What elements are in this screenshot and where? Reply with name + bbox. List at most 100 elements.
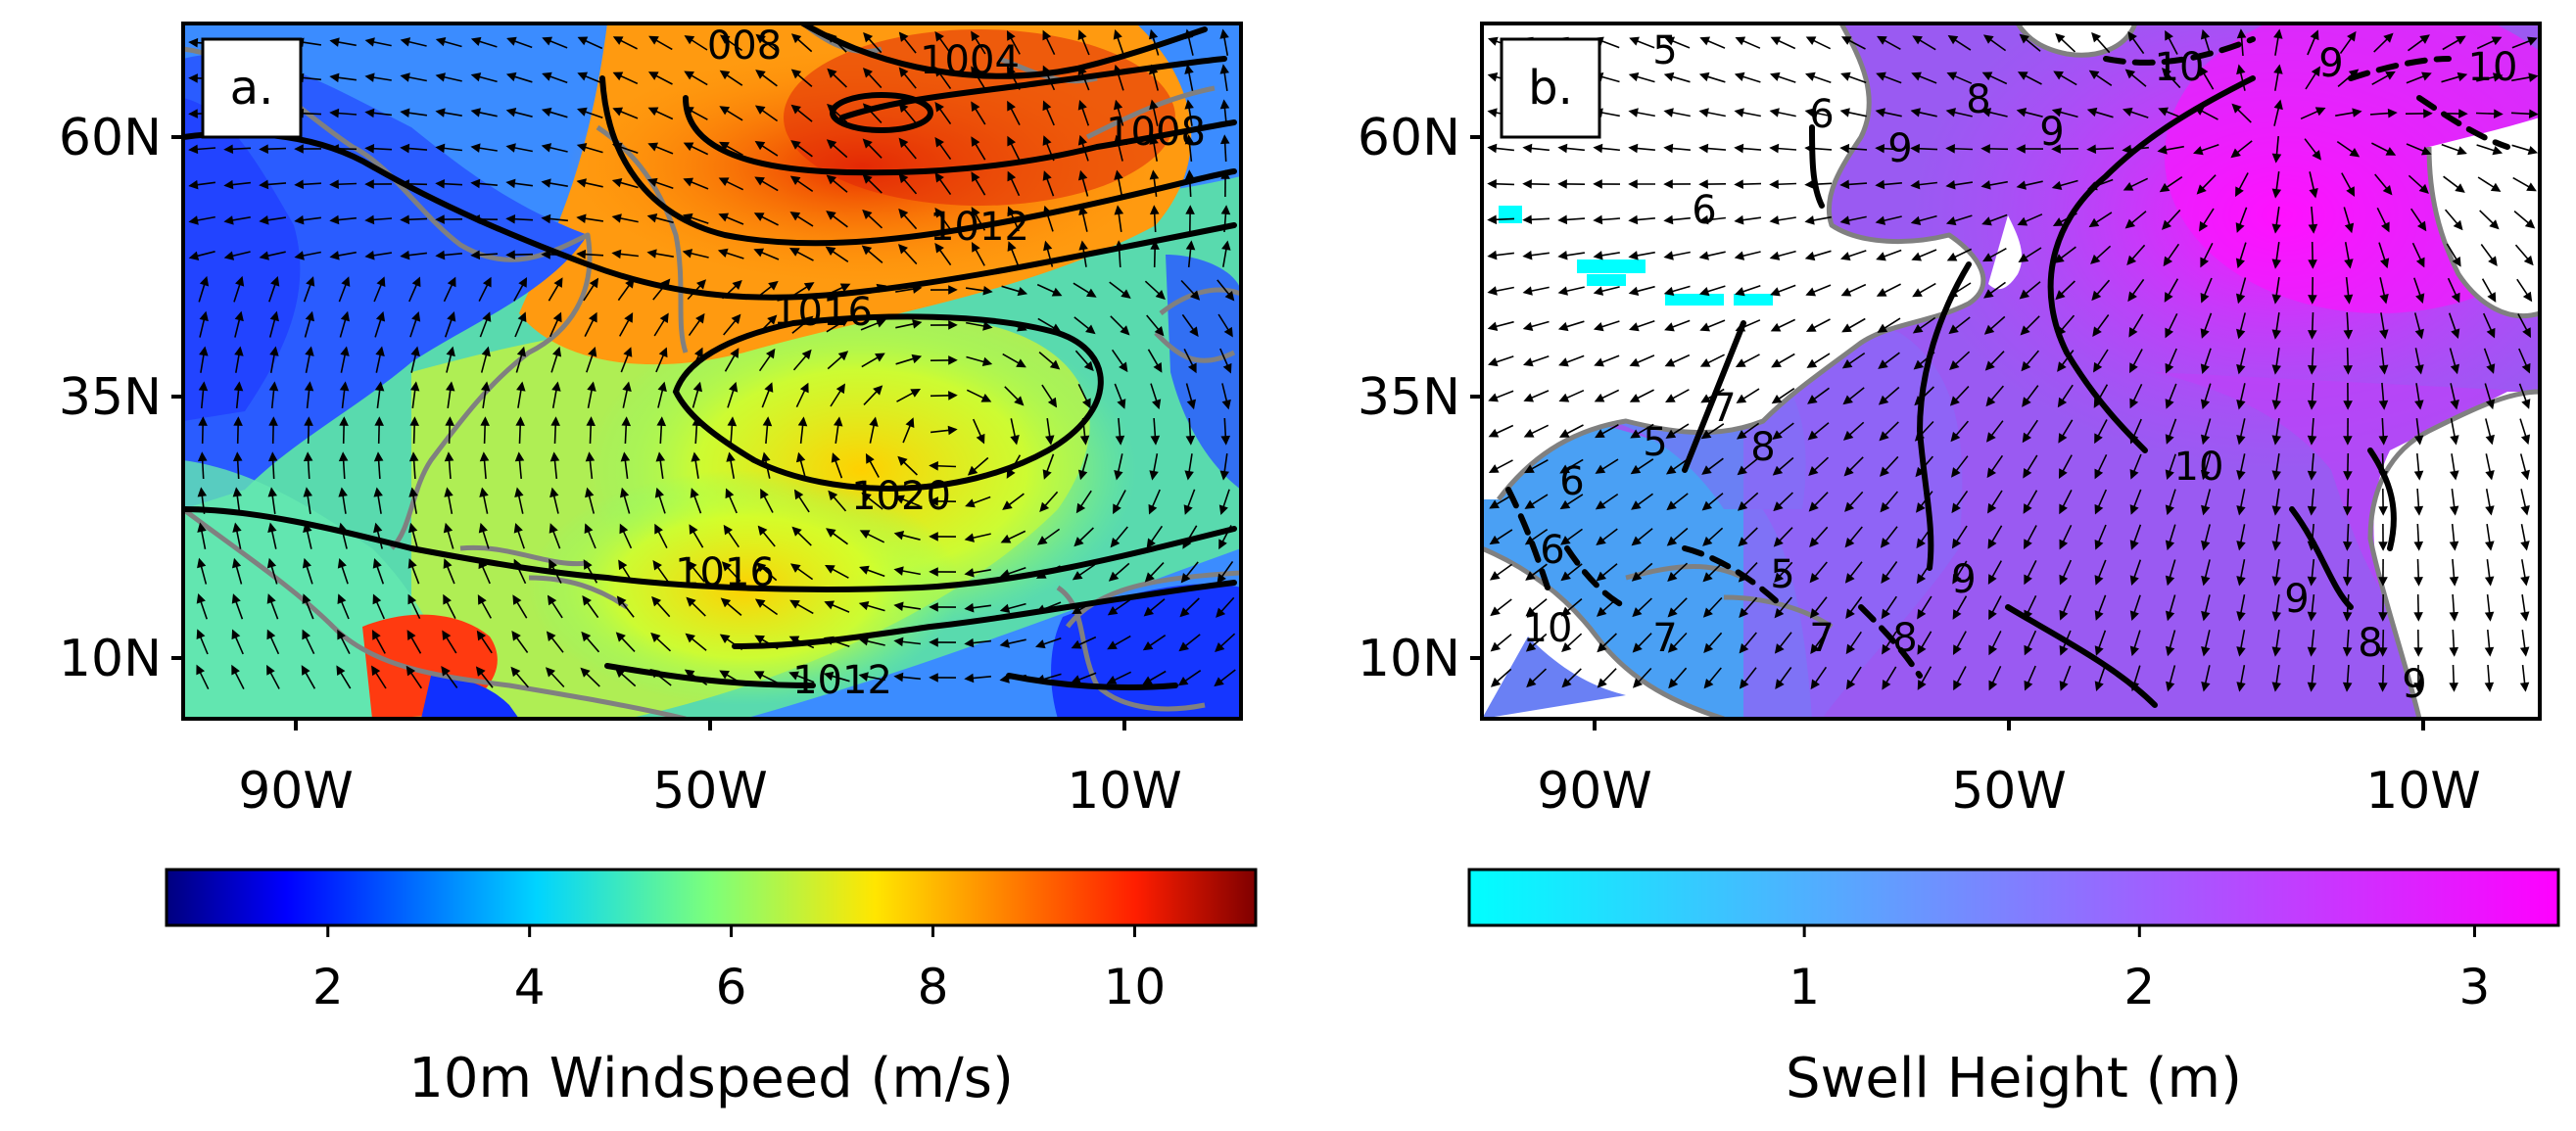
- wind-arrow-head: [1699, 322, 1711, 332]
- wind-arrow-head: [1149, 99, 1159, 110]
- wind-arrow-head: [1948, 324, 1959, 335]
- wind-arrow-head: [2457, 146, 2467, 156]
- wind-arrow-head: [1774, 572, 1785, 584]
- wind-arrow-head: [2271, 153, 2282, 164]
- wind-arrow-head: [2094, 433, 2103, 445]
- wind-arrow-head: [407, 558, 417, 569]
- wind-arrow-head: [1841, 358, 1853, 369]
- wind-arrow-head: [1150, 435, 1161, 446]
- wind-arrow-head: [684, 71, 694, 80]
- wind-arrow-head: [515, 416, 525, 426]
- wind-arrow-head: [732, 279, 742, 290]
- wind-arrow-head: [2415, 293, 2425, 304]
- wind-arrow-head: [2059, 644, 2069, 656]
- wind-arrow-head: [1488, 464, 1500, 473]
- wind-arrow-head: [2271, 329, 2281, 340]
- wind-arrow-head: [859, 565, 870, 575]
- wind-arrow-head: [408, 451, 419, 462]
- swell-contour-labels: 10 9 10 9 8 9 5 6 6 7 8 6 6 5 10 9 9 8 9…: [1523, 28, 2518, 707]
- wind-arrow-head: [795, 451, 806, 463]
- wind-arrow-head: [934, 171, 944, 183]
- wind-arrow-head: [2343, 294, 2354, 305]
- wind-arrow-head: [188, 179, 199, 190]
- wind-arrow-head: [447, 311, 456, 322]
- wind-arrow-head: [2484, 646, 2495, 657]
- wind-arrow-head: [2520, 469, 2530, 481]
- wind-arrow-head: [2201, 575, 2211, 587]
- wind-arrow-head: [269, 310, 279, 322]
- wind-arrow-head: [1807, 395, 1818, 404]
- wind-arrow-head: [1845, 608, 1855, 619]
- wind-arrow-head: [656, 416, 667, 427]
- wind-arrow-head: [2200, 28, 2211, 40]
- wind-arrow-head: [235, 275, 245, 287]
- wind-arrow-head: [2492, 146, 2504, 156]
- colorbar-tick-label: 8: [918, 959, 949, 1015]
- colorbar-tick-label: 2: [312, 959, 344, 1015]
- wind-arrow-head: [371, 630, 381, 640]
- y-axis-labels-a: 60N 35N 10N: [59, 109, 162, 688]
- wind-arrow-head: [1006, 30, 1016, 41]
- wind-arrow-head: [971, 171, 980, 182]
- wind-arrow-head: [1007, 206, 1017, 217]
- wind-arrow-head: [2236, 328, 2246, 340]
- wind-arrow-head: [1698, 251, 1709, 260]
- wind-arrow-head: [435, 178, 446, 189]
- wind-arrow-head: [1595, 500, 1606, 510]
- wind-arrow-head: [1489, 571, 1501, 581]
- wind-arrow-head: [2449, 611, 2459, 622]
- wind-arrow-head: [1154, 325, 1165, 337]
- wind-arrow-head: [1557, 214, 1568, 225]
- wind-arrow-head: [1875, 143, 1885, 154]
- wind-arrow-head: [2311, 66, 2320, 77]
- x-tick-label: 10W: [2365, 762, 2481, 821]
- wind-arrow-head: [1114, 470, 1123, 481]
- colorbar-gradient: [1467, 868, 2560, 927]
- wind-arrow-head: [2129, 468, 2139, 480]
- wind-arrow-head: [731, 313, 741, 325]
- wind-arrow-head: [2308, 223, 2318, 234]
- wind-arrow-head: [1698, 143, 1709, 154]
- wind-arrow-head: [761, 451, 771, 462]
- wind-arrow-head: [2093, 361, 2103, 373]
- wind-arrow-head: [552, 346, 562, 357]
- wind-arrow-head: [2054, 254, 2065, 263]
- wind-arrow-head: [2343, 506, 2353, 516]
- wind-arrow-head: [1910, 179, 1921, 190]
- wind-arrow-head: [616, 595, 627, 606]
- wind-arrow-head: [2385, 147, 2397, 156]
- wind-arrow-head: [862, 68, 873, 78]
- wind-arrow-head: [2271, 435, 2281, 446]
- wind-arrow-head: [1073, 537, 1084, 547]
- wind-arrow-head: [1980, 144, 1990, 154]
- wind-arrow-head: [2342, 611, 2353, 622]
- wind-arrow-head: [727, 416, 738, 427]
- wind-arrow-head: [2024, 539, 2032, 550]
- wind-arrow-head: [1804, 215, 1815, 225]
- wind-arrow-head: [2485, 541, 2495, 551]
- wind-arrow-head: [647, 71, 659, 80]
- wind-arrow-head: [1769, 251, 1781, 260]
- wind-vector-field: [1487, 28, 2539, 692]
- wind-arrow-head: [2092, 326, 2102, 337]
- wind-arrow-head: [1917, 644, 1927, 655]
- wind-arrow-head: [505, 213, 516, 224]
- wind-arrow-head: [1146, 538, 1156, 549]
- wind-arrow-head: [1184, 470, 1194, 481]
- isobar-label: 1016: [675, 550, 775, 595]
- swell-label: 9: [2318, 41, 2343, 86]
- wind-arrow-head: [2021, 360, 2031, 372]
- wind-arrow-head: [2485, 434, 2495, 446]
- y-axis-labels-b: 60N 35N 10N: [1358, 109, 1460, 688]
- wind-arrow-head: [198, 381, 209, 392]
- wind-arrow-head: [231, 593, 241, 604]
- wind-arrow-head: [964, 602, 975, 613]
- wind-arrow-head: [2235, 222, 2245, 233]
- wind-arrow-head: [337, 629, 346, 640]
- wind-arrow-head: [1490, 677, 1502, 687]
- wind-arrow-head: [2236, 541, 2246, 551]
- wind-arrow-head: [400, 214, 410, 225]
- swell-label: 7: [1652, 616, 1677, 661]
- isobar-label: 1012: [930, 205, 1029, 250]
- wind-arrow-head: [863, 31, 874, 43]
